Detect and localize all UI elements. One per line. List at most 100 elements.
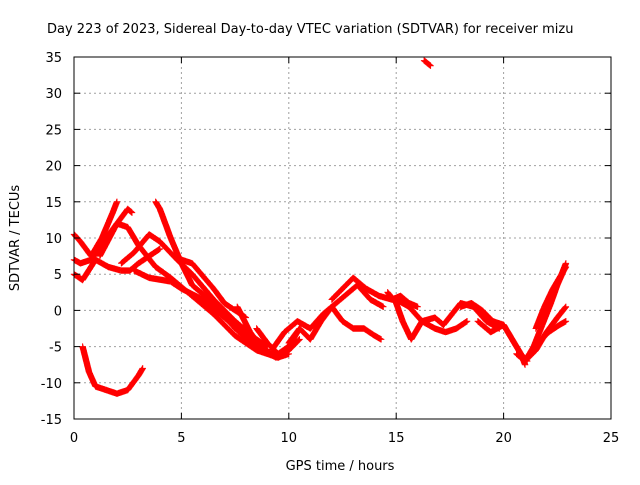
data-point-marks [234,303,253,335]
data-point-marks [199,296,227,321]
data-series-trace-13 [253,325,301,357]
y-tick-label: -15 [41,413,62,428]
data-point-marks [118,249,137,267]
data-point-marks [156,205,174,241]
data-point-marks [534,329,552,347]
data-point-marks [453,318,470,332]
x-tick-label: 15 [388,431,405,446]
data-point-marks [524,340,541,361]
y-tick-label: 10 [45,232,62,247]
data-point-marks [152,198,163,212]
y-tick-label: 35 [45,51,62,66]
data-point-marks [393,300,406,324]
data-point-marks [85,368,99,389]
data-point-marks [328,286,346,303]
data-point-marks [124,223,142,248]
data-point-marks [98,210,116,242]
data-point-marks [79,343,92,375]
data-point-marks [509,336,524,357]
data-series-trace-2 [70,245,164,284]
data-point-marks [405,303,425,324]
data-point-marks [558,261,569,278]
data-point-marks [367,296,386,310]
data-point-marks [328,303,346,324]
data-point-marks [393,296,412,310]
data-point-marks [532,304,548,332]
data-point-marks [124,373,142,394]
data-point-marks [463,318,471,325]
y-tick-label: -10 [41,377,62,392]
data-series-trace-4 [79,343,146,397]
data-point-marks [274,343,292,357]
grid-lines [74,57,611,419]
data-point-marks [253,325,270,346]
data-point-marks [562,318,570,325]
data-point-marks [178,260,195,288]
data-point-marks [468,300,485,314]
data-point-marks [360,325,378,339]
data-point-marks [296,336,303,343]
data-point-marks [281,318,300,336]
y-tick-label: 20 [45,160,62,175]
data-point-marks [77,256,94,267]
data-series-trace-23 [420,57,434,69]
data-point-marks [210,285,227,306]
data-point-marks [152,263,174,281]
data-point-marks [139,365,146,372]
x-tick-label: 20 [495,431,512,446]
y-tick-label: 25 [45,123,62,138]
data-point-marks [96,221,120,260]
data-point-marks [500,321,515,342]
data-series-trace-12 [285,303,385,347]
data-point-marks [294,328,301,336]
y-tick-label: 30 [45,87,62,102]
x-axis-label: GPS time / hours [286,459,395,474]
data-point-marks [350,274,369,292]
data-point-marks [442,325,459,336]
data-point-marks [478,307,496,324]
data-point-marks [427,62,434,69]
data-point-marks [188,260,217,292]
data-point-marks [408,318,425,343]
data-point-marks [113,198,121,205]
data-point-marks [362,285,382,299]
data-point-marks [285,329,301,350]
data-point-marks [221,314,249,339]
data-point-marks [188,271,217,303]
data-point-marks [405,300,421,310]
x-tick-label: 10 [281,431,298,446]
data-point-marks [130,231,152,256]
data-point-marks [332,289,352,307]
data-point-marks [210,310,238,339]
data-point-marks [562,303,570,310]
x-tick-label: 5 [177,431,185,446]
data-series-trace-21 [524,318,570,361]
y-tick-label: 15 [45,196,62,211]
data-point-marks [113,387,131,397]
data-point-marks [440,311,455,329]
data-point-marks [380,303,387,310]
data-point-marks [79,257,99,284]
data-point-marks [126,260,141,274]
data-point-marks [474,318,494,335]
data-point-marks [414,303,421,310]
data-point-marks [246,328,266,353]
data-point-marks [554,304,569,321]
data-series-trace-18 [474,318,529,368]
data-point-marks [188,281,217,306]
data-point-marks [354,281,373,303]
data-series-trace-15 [384,289,471,343]
data-point-marks [231,332,259,353]
data-series-trace-16 [393,296,503,332]
data-point-marks [307,318,324,343]
data-point-marks [156,238,180,263]
x-tick-label: 25 [603,431,620,446]
data-point-marks [397,292,412,306]
y-axis-label: SDTVAR / TECUs [8,185,23,292]
y-tick-label: 0 [54,304,62,319]
data-point-marks [128,209,136,216]
x-tick-label: 0 [70,431,78,446]
y-tick-label: 5 [54,268,62,283]
data-point-marks [146,231,163,245]
